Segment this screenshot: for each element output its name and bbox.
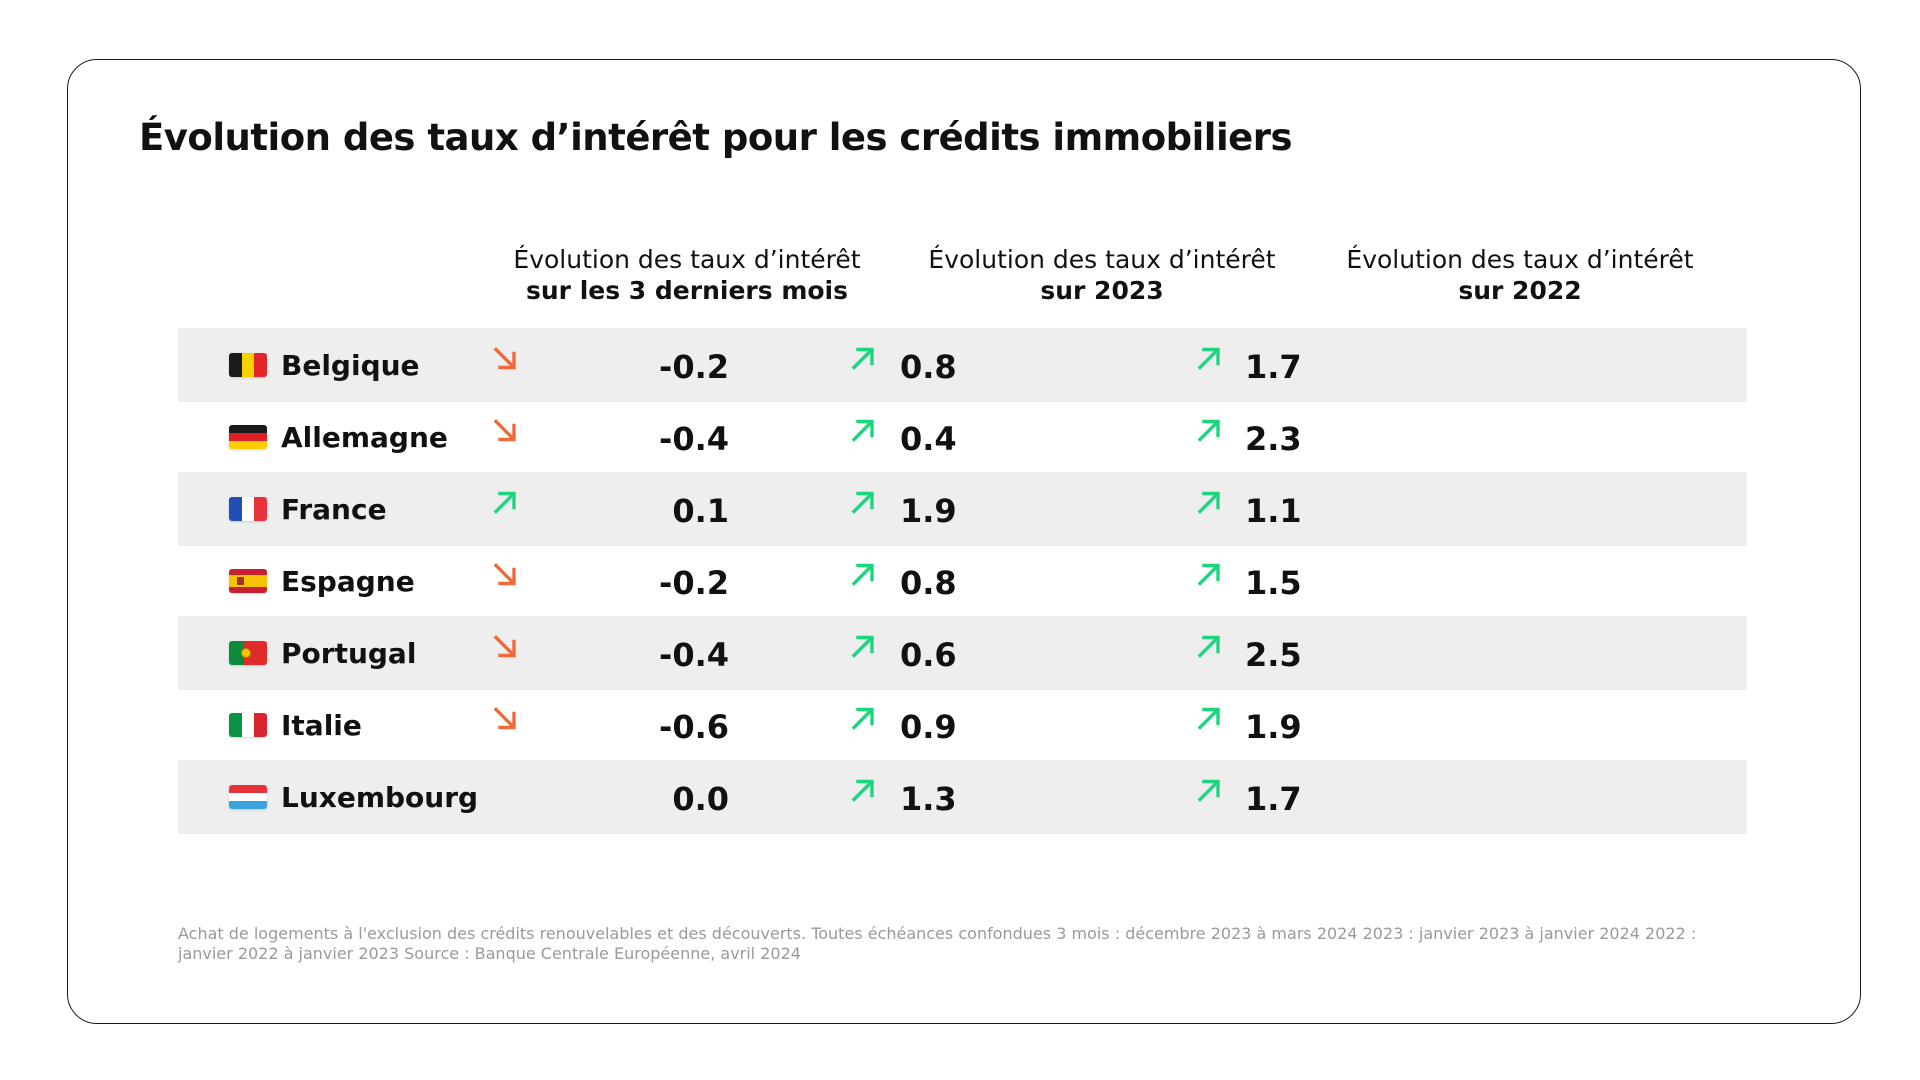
arrow-up-right-icon (851, 491, 874, 514)
country-cell: Allemagne (229, 402, 448, 472)
arrow-up-right-icon (851, 779, 874, 802)
arrow-up-right-icon (1197, 347, 1220, 370)
arrow-down-right-icon (493, 707, 516, 730)
table-row: Italie -0.6 0.9 1.9 (178, 690, 1747, 760)
flag-lu-icon (229, 785, 267, 809)
table-row: Allemagne -0.4 0.4 2.3 (178, 402, 1747, 472)
rate-value: 1.7 (1245, 347, 1302, 386)
flag-es-icon (229, 569, 267, 593)
rate-value: 1.7 (1245, 779, 1302, 818)
rate-value: 1.9 (1245, 707, 1302, 746)
table-row: France 0.1 1.9 1.1 (178, 472, 1747, 546)
rate-value: 1.1 (1245, 491, 1302, 530)
arrow-down-right-icon (493, 635, 516, 658)
country-name: France (281, 492, 387, 526)
rate-value: 1.3 (900, 779, 957, 818)
arrow-up-right-icon (1197, 563, 1220, 586)
column-header-2023: Évolution des taux d’intérêt sur 2023 (892, 244, 1312, 306)
arrow-up-right-icon (1197, 707, 1220, 730)
country-cell: Belgique (229, 328, 420, 402)
table-row: Portugal -0.4 0.6 2.5 (178, 616, 1747, 690)
country-name: Espagne (281, 564, 415, 598)
flag-de-icon (229, 425, 267, 449)
arrow-up-right-icon (851, 707, 874, 730)
arrow-up-right-icon (851, 635, 874, 658)
arrow-up-right-icon (493, 491, 516, 514)
country-name: Allemagne (281, 420, 448, 454)
arrow-down-right-icon (493, 347, 516, 370)
rate-value: 0.1 (672, 491, 729, 530)
rate-value: 0.4 (900, 419, 957, 458)
rate-value: 1.9 (900, 491, 957, 530)
country-name: Italie (281, 708, 362, 742)
rate-value: 0.6 (900, 635, 957, 674)
country-cell: Italie (229, 690, 362, 760)
arrow-down-right-icon (493, 563, 516, 586)
table-row: Luxembourg 0.0 1.3 1.7 (178, 760, 1747, 834)
arrow-up-right-icon (1197, 491, 1220, 514)
arrow-up-right-icon (1197, 635, 1220, 658)
country-name: Belgique (281, 348, 420, 382)
rates-table: Belgique -0.2 0.8 1.7 Allemagne -0.4 0.4 2.3 Fra… (178, 328, 1747, 834)
arrow-up-right-icon (851, 347, 874, 370)
rate-value: 1.5 (1245, 563, 1302, 602)
rate-value: -0.4 (659, 419, 729, 458)
footnote: Achat de logements à l'exclusion des cré… (178, 924, 1697, 963)
arrow-up-right-icon (851, 419, 874, 442)
table-row: Belgique -0.2 0.8 1.7 (178, 328, 1747, 402)
arrow-up-right-icon (851, 563, 874, 586)
country-name: Luxembourg (281, 780, 479, 814)
chart-title: Évolution des taux d’intérêt pour les cr… (139, 116, 1293, 159)
arrow-down-right-icon (493, 419, 516, 442)
rate-value: 0.8 (900, 563, 957, 602)
rate-value: 0.0 (672, 779, 729, 818)
column-header-sub: sur 2022 (1458, 276, 1582, 305)
flag-pt-icon (229, 641, 267, 665)
country-cell: Luxembourg (229, 760, 478, 834)
rate-value: 2.3 (1245, 419, 1302, 458)
country-name: Portugal (281, 636, 417, 670)
rate-value: 0.8 (900, 347, 957, 386)
column-header-main: Évolution des taux d’intérêt (513, 245, 861, 274)
rate-value: -0.2 (659, 347, 729, 386)
arrow-up-right-icon (1197, 779, 1220, 802)
rate-value: -0.6 (659, 707, 729, 746)
column-header-main: Évolution des taux d’intérêt (1346, 245, 1694, 274)
rate-value: -0.4 (659, 635, 729, 674)
column-header-sub: sur les 3 derniers mois (525, 276, 848, 305)
rate-value: 0.9 (900, 707, 957, 746)
column-header-sub: sur 2023 (1040, 276, 1164, 305)
flag-it-icon (229, 713, 267, 737)
rate-value: -0.2 (659, 563, 729, 602)
column-header-2022: Évolution des taux d’intérêt sur 2022 (1310, 244, 1730, 306)
column-header-3-months: Évolution des taux d’intérêt sur les 3 d… (477, 244, 897, 306)
country-cell: Espagne (229, 546, 415, 616)
flag-be-icon (229, 353, 267, 377)
rate-value: 2.5 (1245, 635, 1302, 674)
flag-fr-icon (229, 497, 267, 521)
country-cell: Portugal (229, 616, 416, 690)
column-header-main: Évolution des taux d’intérêt (928, 245, 1276, 274)
arrow-up-right-icon (1197, 419, 1220, 442)
table-row: Espagne -0.2 0.8 1.5 (178, 546, 1747, 616)
country-cell: France (229, 472, 387, 546)
